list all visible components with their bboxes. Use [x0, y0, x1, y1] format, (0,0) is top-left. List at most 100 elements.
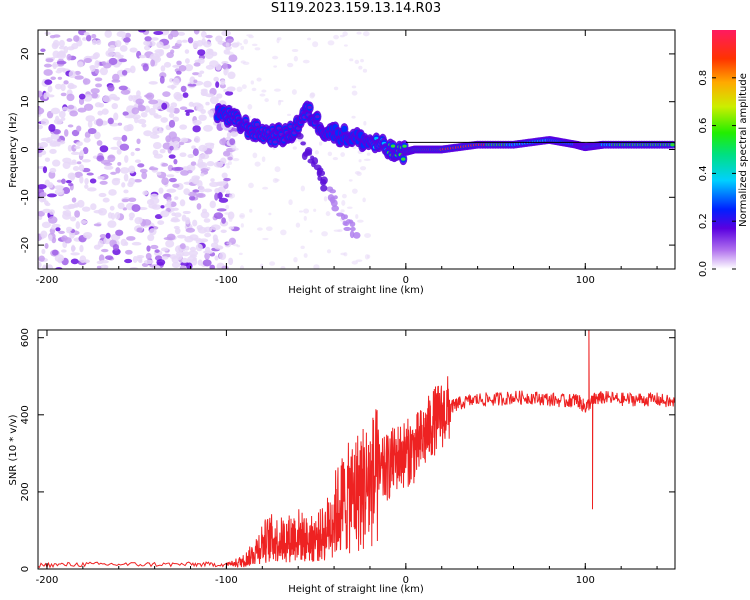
heatmap-noise-cell: [128, 197, 137, 202]
heatmap-noise-cell: [189, 195, 196, 201]
heatmap-noise-cell: [202, 259, 212, 267]
heatmap-noise-cell: [187, 83, 197, 87]
heatmap-noise-cell: [63, 80, 69, 85]
heatmap-noise-cell: [79, 175, 84, 184]
heatmap-noise-cell: [293, 55, 298, 62]
heatmap-noise-cell: [175, 251, 185, 257]
heatmap-noise-cell: [166, 200, 172, 206]
heatmap-noise-cell: [121, 69, 128, 76]
heatmap-noise-cell: [192, 219, 198, 227]
heatmap-noise-cell: [105, 49, 115, 57]
heatmap-noise-cell: [117, 161, 122, 166]
heatmap-noise-cell: [61, 235, 68, 242]
heatmap-noise-cell: [340, 209, 345, 213]
heatmap-noise-cell: [184, 49, 190, 54]
heatmap-noise-cell: [78, 164, 85, 172]
heatmap-noise-cell: [355, 259, 363, 262]
heatmap-noise-cell: [117, 202, 125, 210]
heatmap-noise-cell: [81, 206, 91, 212]
heatmap-noise-cell: [70, 151, 81, 155]
heatmap-noise-cell: [109, 205, 115, 211]
heatmap-noise-cell: [108, 57, 118, 66]
heatmap-noise-cell: [274, 178, 280, 182]
heatmap-noise-cell: [86, 172, 94, 176]
heatmap-noise-cell: [171, 212, 177, 217]
heatmap-noise-cell: [40, 48, 46, 53]
heatmap-noise-cell: [57, 76, 63, 80]
heatmap-noise-cell: [179, 243, 186, 250]
heatmap-noise-cell: [58, 110, 66, 118]
heatmap-noise-cell: [50, 133, 60, 140]
heatmap-noise-cell: [87, 128, 97, 135]
heatmap-noise-cell: [105, 232, 111, 239]
heatmap-noise-cell: [236, 41, 240, 45]
heatmap-noise-cell: [251, 87, 257, 92]
heatmap-noise-cell: [278, 100, 284, 103]
heatmap-noise-cell: [48, 171, 56, 179]
heatmap-noise-cell: [225, 42, 230, 48]
heatmap-noise-cell: [52, 39, 60, 48]
heatmap-noise-cell: [103, 162, 113, 166]
heatmap-noise-cell: [280, 229, 287, 236]
heatmap-noise-cell: [288, 199, 293, 206]
heatmap-noise-cell: [107, 220, 117, 228]
snr-xtick-label: 0: [403, 575, 409, 586]
heatmap-noise-cell: [149, 197, 160, 205]
heatmap-noise-cell: [187, 154, 195, 159]
heatmap-noise-cell: [54, 254, 65, 263]
heatmap-noise-cell: [326, 249, 332, 254]
heatmap-noise-cell: [147, 234, 155, 242]
heatmap-noise-cell: [139, 168, 148, 174]
colorbar-axes: 0.0 0.2 0.4 0.6 0.8: [698, 70, 736, 277]
heatmap-noise-cell: [194, 136, 201, 144]
heatmap-noise-cell: [172, 116, 180, 122]
heatmap-noise-cell: [48, 216, 58, 224]
heatmap-noise-cell: [269, 261, 276, 266]
heatmap-noise-cell: [184, 235, 194, 243]
heatmap-noise-cell: [93, 209, 104, 214]
heatmap-noise-cell: [298, 210, 304, 213]
heatmap-noise-cell: [45, 58, 54, 63]
heatmap-noise-cell: [148, 81, 158, 85]
heatmap-noise-cell: [197, 73, 203, 78]
heatmap-noise-cell: [232, 157, 240, 162]
heatmap-noise-cell: [341, 193, 347, 199]
heatmap-noise-cell: [170, 30, 179, 38]
heatmap-noise-cell: [199, 70, 205, 74]
heatmap-noise-cell: [39, 191, 47, 198]
heatmap-noise-cell: [91, 34, 97, 39]
heatmap-noise-cell: [213, 76, 220, 82]
heatmap-noise-cell: [153, 153, 164, 159]
heatmap-noise-cell: [199, 153, 210, 160]
heatmap-noise-cell: [75, 141, 83, 147]
heatmap-noise-cell: [43, 92, 48, 100]
heatmap-noise-cell: [366, 152, 371, 156]
heatmap-noise-cell: [58, 50, 66, 58]
heatmap-noise-cell: [67, 46, 75, 51]
heatmap-noise-cell: [153, 30, 164, 35]
heatmap-noise-cell: [223, 88, 228, 93]
heatmap-noise-cell: [80, 220, 88, 225]
heatmap-noise-cell: [358, 159, 362, 163]
heatmap-track-core: [670, 143, 675, 147]
heatmap-noise-cell: [149, 134, 160, 139]
heatmap-noise-cell: [204, 232, 212, 238]
heatmap-noise-cell: [62, 106, 68, 111]
heatmap-noise-cell: [124, 155, 129, 163]
heatmap-noise-cell: [343, 252, 348, 257]
heatmap-noise-cell: [210, 178, 215, 182]
heatmap-noise-cell: [218, 181, 226, 187]
heatmap-noise-cell: [93, 223, 102, 227]
heatmap-tail-cell: [316, 167, 324, 173]
heatmap-noise-cell: [143, 45, 151, 51]
heatmap-noise-cell: [154, 265, 161, 269]
heatmap-noise-cell: [124, 258, 133, 264]
heatmap-noise-cell: [226, 38, 234, 43]
heatmap-noise-cell: [348, 179, 353, 182]
heatmap-track-core: [307, 105, 312, 110]
heatmap-noise-cell: [249, 208, 253, 213]
heatmap-noise-cell: [293, 257, 298, 263]
snr-xtick-label: -100: [215, 575, 238, 586]
heatmap-noise-cell: [354, 59, 360, 65]
heatmap-noise-cell: [134, 216, 143, 225]
